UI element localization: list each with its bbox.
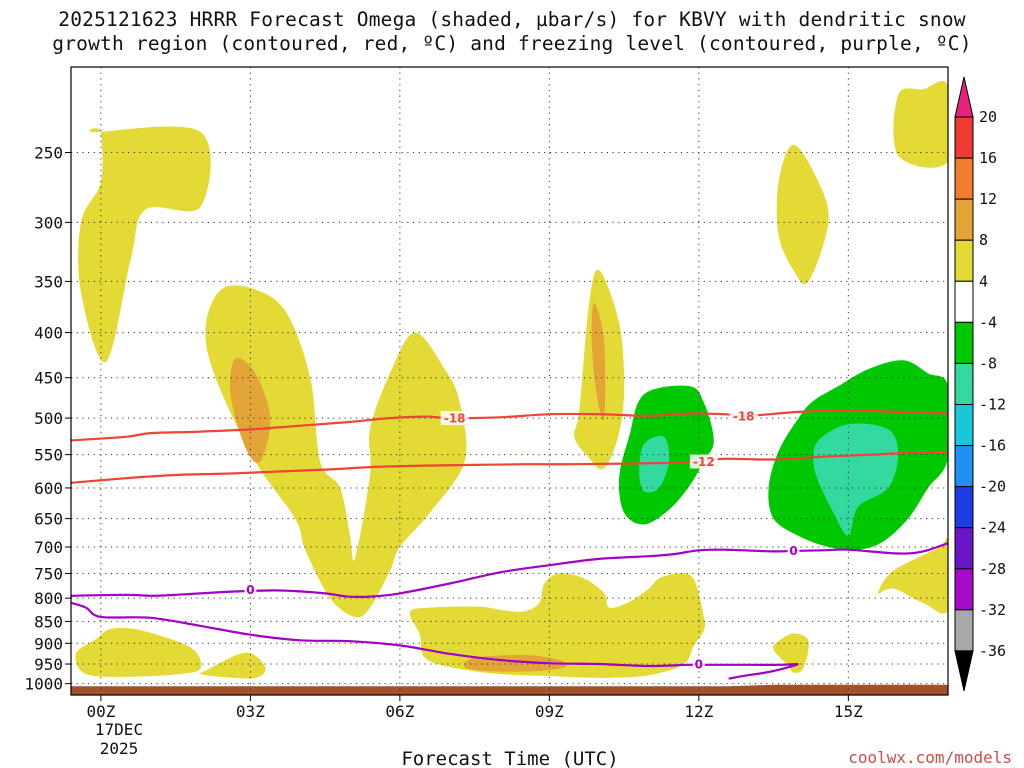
colorbar-label-5: -4 [979, 313, 997, 331]
omega-region-1 [78, 126, 211, 363]
colorbar-bin-11 [954, 527, 974, 570]
omega-region-2 [205, 285, 467, 618]
colorbar-label-7: -12 [979, 395, 1006, 413]
colorbar-label-9: -20 [979, 478, 1006, 496]
title-line-1: 2025121623 HRRR Forecast Omega (shaded, … [58, 8, 966, 31]
contour-label-4-1: 0 [695, 658, 703, 672]
colorbar-bin-10 [954, 486, 974, 529]
colorbar-bin-7 [954, 362, 974, 405]
colorbar-label-2: 12 [979, 190, 997, 208]
contour-label-bg [692, 657, 705, 672]
colorbar: 20 16 12 8 4 -4 -8 -12 -16 -20 -24 -28 -32 -36 [954, 76, 1006, 692]
contour-label-3-2: 0 [789, 544, 797, 558]
contour-line-1 [71, 409, 948, 442]
colorbar-label-8: -16 [979, 437, 1006, 455]
omega-region-8 [893, 80, 948, 168]
contour-label-bg [787, 543, 800, 558]
contour-label-1-1: -18 [444, 412, 466, 426]
y-tick-label-450: 450 [34, 369, 63, 388]
colorbar-cap-top [954, 76, 974, 118]
colorbar-bin-5 [954, 280, 974, 323]
date-year-label: 2025 [100, 739, 139, 758]
colorbar-label-10: -24 [979, 519, 1006, 537]
y-tick-label-350: 350 [34, 272, 63, 291]
colorbar-cap-bottom [954, 650, 974, 692]
terrain-fill [71, 684, 948, 695]
y-tick-label-900: 900 [34, 634, 63, 653]
contour-label-3-1: 0 [246, 583, 254, 597]
colorbar-label-3: 8 [979, 231, 988, 249]
colorbar-label-6: -8 [979, 354, 997, 372]
y-tick-label-750: 750 [34, 564, 63, 583]
contour-line-2 [71, 450, 948, 484]
grid-lines [71, 67, 948, 695]
colorbar-label-12: -32 [979, 601, 1006, 619]
omega-region-9 [878, 537, 948, 614]
y-tick-label-700: 700 [34, 538, 63, 557]
omega-region-10 [773, 633, 809, 673]
y-tick-label-850: 850 [34, 612, 63, 631]
omega-region-4 [199, 652, 266, 679]
axes: 250 300 350 400 450 500 550 600 650 700 750 800 850 9… [24, 143, 863, 721]
y-tick-label-300: 300 [34, 213, 63, 232]
y-tick-label-950: 950 [34, 655, 63, 674]
omega-region-17 [813, 423, 899, 536]
contour-label-bg [244, 582, 257, 597]
colorbar-bin-2 [954, 157, 974, 200]
colorbar-bin-9 [954, 445, 974, 488]
contour-lines: -18 -18 -12 0 0 0 [71, 408, 948, 680]
colorbar-label-4: 4 [979, 272, 988, 290]
x-tick-label-06Z: 06Z [385, 702, 414, 721]
x-tick-label-15Z: 15Z [834, 702, 863, 721]
y-tick-label-550: 550 [34, 446, 63, 465]
colorbar-label-1: 16 [979, 149, 997, 167]
colorbar-bin-3 [954, 198, 974, 241]
contour-label-bg [729, 408, 758, 423]
chart-title: 2025121623 HRRR Forecast Omega (shaded, … [0, 8, 1024, 56]
colorbar-label-13: -36 [979, 642, 1006, 660]
terrain-layer [71, 684, 948, 695]
colorbar-bin-6 [954, 321, 974, 364]
y-tick-label-500: 500 [34, 409, 63, 428]
y-tick-label-250: 250 [34, 143, 63, 162]
colorbar-bin-8 [954, 403, 974, 447]
colorbar-bin-4 [954, 239, 974, 282]
colorbar-label-11: -28 [979, 560, 1006, 578]
title-line-2: growth region (contoured, red, ºC) and f… [52, 32, 972, 55]
contour-line-5 [728, 662, 799, 680]
contour-label-2-1: -12 [693, 455, 715, 469]
date-day-label: 17DEC [95, 720, 143, 739]
y-tick-label-650: 650 [34, 510, 63, 529]
contour-line-3 [71, 542, 948, 599]
x-axis-label: Forecast Time (UTC) [401, 748, 618, 768]
omega-region-3 [75, 627, 202, 677]
contour-line-4 [71, 601, 799, 668]
omega-region-7 [776, 144, 829, 285]
y-tick-label-1000: 1000 [24, 675, 63, 694]
colorbar-label-0: 20 [979, 108, 997, 126]
y-tick-label-800: 800 [34, 589, 63, 608]
x-tick-label-09Z: 09Z [535, 702, 564, 721]
colorbar-bin-12 [954, 568, 974, 611]
omega-region-11 [229, 357, 271, 464]
x-tick-label-12Z: 12Z [684, 702, 713, 721]
y-tick-label-600: 600 [34, 479, 63, 498]
colorbar-bin-1 [954, 116, 974, 159]
credit-link[interactable]: coolwx.com/models [848, 748, 1012, 767]
contour-label-bg [689, 454, 718, 469]
plot-frame [70, 66, 949, 696]
y-tick-label-400: 400 [34, 324, 63, 343]
omega-shading [75, 80, 948, 679]
colorbar-bin-13 [954, 609, 974, 652]
contour-label-bg [440, 411, 469, 426]
contour-label-1-2: -18 [733, 409, 755, 423]
x-tick-label-03Z: 03Z [236, 702, 265, 721]
omega-region-5 [409, 573, 706, 678]
x-tick-label-00Z: 00Z [86, 702, 115, 721]
